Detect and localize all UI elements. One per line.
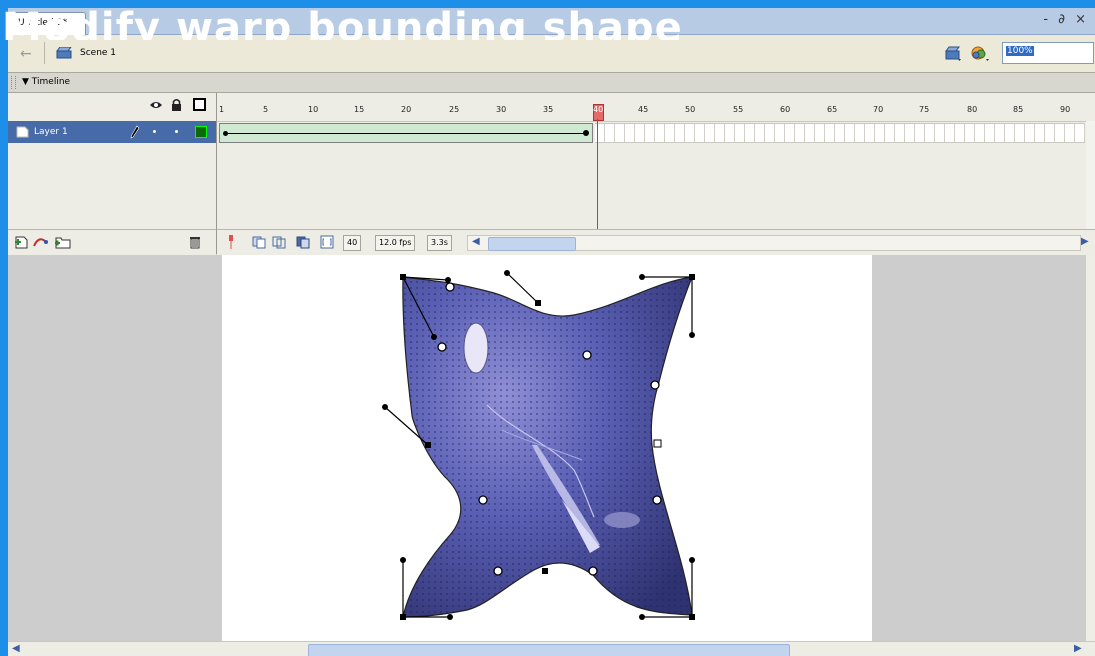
delete-layer-icon[interactable] <box>188 235 202 249</box>
frame-ruler[interactable]: 1 5 10 15 20 25 30 35 40 45 50 55 60 65 … <box>217 93 1095 122</box>
panel-grip-handle[interactable] <box>11 76 16 89</box>
stage[interactable] <box>222 255 872 641</box>
elapsed-time-box: 3.3s <box>427 235 452 251</box>
pencil-icon <box>130 125 140 139</box>
ruler-tick: 85 <box>1013 105 1024 114</box>
layer-name[interactable]: Layer 1 <box>34 127 68 137</box>
insert-layer-folder-icon[interactable] <box>54 235 72 249</box>
ruler-tick: 30 <box>496 105 507 114</box>
timeline-scroll-thumb[interactable] <box>488 237 576 251</box>
scroll-left-icon[interactable]: ◀ <box>12 643 20 654</box>
edit-multiple-frames-icon[interactable] <box>295 234 311 250</box>
ruler-tick: 45 <box>638 105 649 114</box>
zoom-field[interactable]: 100% <box>1002 42 1094 64</box>
layer-lock-dot[interactable] <box>175 130 178 133</box>
frame-rate-box[interactable]: 12.0 fps <box>375 235 416 251</box>
layer-icon <box>16 126 29 138</box>
layer-outline-color[interactable] <box>195 126 207 138</box>
warped-image[interactable] <box>402 276 693 618</box>
ruler-tick: 5 <box>263 105 269 114</box>
stage-scroll-thumb[interactable] <box>308 644 790 656</box>
ruler-tick: 90 <box>1060 105 1071 114</box>
ruler-tick: 55 <box>733 105 744 114</box>
timeline-panel: Layer 1 <box>8 93 1095 255</box>
layer-visibility-dot[interactable] <box>153 130 156 133</box>
stage-vscrollbar[interactable] <box>1086 255 1095 641</box>
motion-tween-span[interactable] <box>219 123 593 143</box>
layer-frames[interactable] <box>217 121 1095 143</box>
document-tab-bar: Untitled-1* - ∂ × <box>8 8 1095 35</box>
flash-window: Untitled-1* - ∂ × ← Scene 1 100% ▼ Time <box>8 8 1095 656</box>
ruler-tick: 75 <box>919 105 930 114</box>
timeline-vscrollbar[interactable] <box>1086 121 1095 229</box>
ruler-tick: 50 <box>685 105 696 114</box>
layer-tools-bar <box>8 229 216 255</box>
timeline-title-label: Timeline <box>31 77 71 87</box>
ruler-tick: 35 <box>543 105 554 114</box>
warp-control-points[interactable] <box>437 282 662 576</box>
eye-icon[interactable] <box>150 102 162 108</box>
scroll-right-icon[interactable]: ▶ <box>1074 643 1082 654</box>
center-frame-icon[interactable] <box>223 234 239 250</box>
scene-bar: ← Scene 1 100% <box>8 35 1095 73</box>
ruler-tick: 20 <box>401 105 412 114</box>
onion-skin-icon[interactable] <box>251 234 267 250</box>
tween-arrow-line <box>228 133 586 134</box>
ruler-tick: 10 <box>308 105 319 114</box>
frames-area: 1 5 10 15 20 25 30 35 40 45 50 55 60 65 … <box>217 93 1095 255</box>
modify-onion-markers-icon[interactable] <box>319 234 335 250</box>
layer-row[interactable]: Layer 1 <box>8 121 216 143</box>
timeline-title: ▼ Timeline <box>22 77 71 87</box>
timeline-hscrollbar[interactable]: ◀ <box>467 235 1081 251</box>
envelope-shape-canvas <box>382 270 695 620</box>
playhead[interactable] <box>593 104 604 121</box>
ruler-tick: 80 <box>967 105 978 114</box>
clapperboard-icon <box>56 47 72 59</box>
empty-frames[interactable] <box>595 123 1085 143</box>
lock-icon[interactable] <box>172 99 181 111</box>
document-tab-label: Untitled-1* <box>18 18 68 28</box>
back-arrow-icon[interactable]: ← <box>20 46 32 62</box>
insert-layer-icon[interactable] <box>14 235 30 249</box>
document-tab[interactable]: Untitled-1* <box>10 12 86 35</box>
ruler-tick: 25 <box>449 105 460 114</box>
layer-header-icons <box>150 98 206 111</box>
ruler-tick-current: 40 <box>593 105 604 114</box>
edit-scene-icon[interactable] <box>944 44 962 62</box>
layers-column: Layer 1 <box>8 93 217 255</box>
current-frame-box: 40 <box>343 235 362 251</box>
end-keyframe[interactable] <box>583 130 589 136</box>
scene-label[interactable]: Scene 1 <box>80 48 117 58</box>
add-motion-guide-icon[interactable] <box>32 235 50 249</box>
window-controls[interactable]: - ∂ × <box>1043 12 1089 27</box>
scroll-right-icon[interactable]: ▶ <box>1081 236 1089 247</box>
edit-symbol-icon[interactable] <box>970 44 990 62</box>
scroll-left-icon[interactable]: ◀ <box>472 236 480 247</box>
warp-handles[interactable] <box>382 270 695 620</box>
stage-hscrollbar[interactable]: ◀ ▶ <box>8 641 1095 656</box>
onion-skin-outlines-icon[interactable] <box>271 234 287 250</box>
ruler-tick: 65 <box>827 105 838 114</box>
start-keyframe[interactable] <box>223 131 228 136</box>
scene-divider <box>44 42 45 64</box>
stage-pasteboard <box>8 255 1086 641</box>
zoom-value: 100% <box>1006 46 1034 56</box>
timeline-header[interactable]: ▼ Timeline <box>8 73 1095 93</box>
ruler-tick: 15 <box>354 105 365 114</box>
playhead-line <box>597 119 598 234</box>
outline-icon[interactable] <box>193 98 206 111</box>
ruler-tick: 70 <box>873 105 884 114</box>
timeline-status-bar: 40 12.0 fps 3.3s ◀ ▶ <box>217 229 1095 255</box>
ruler-tick: 60 <box>780 105 791 114</box>
ruler-tick: 1 <box>219 105 225 114</box>
